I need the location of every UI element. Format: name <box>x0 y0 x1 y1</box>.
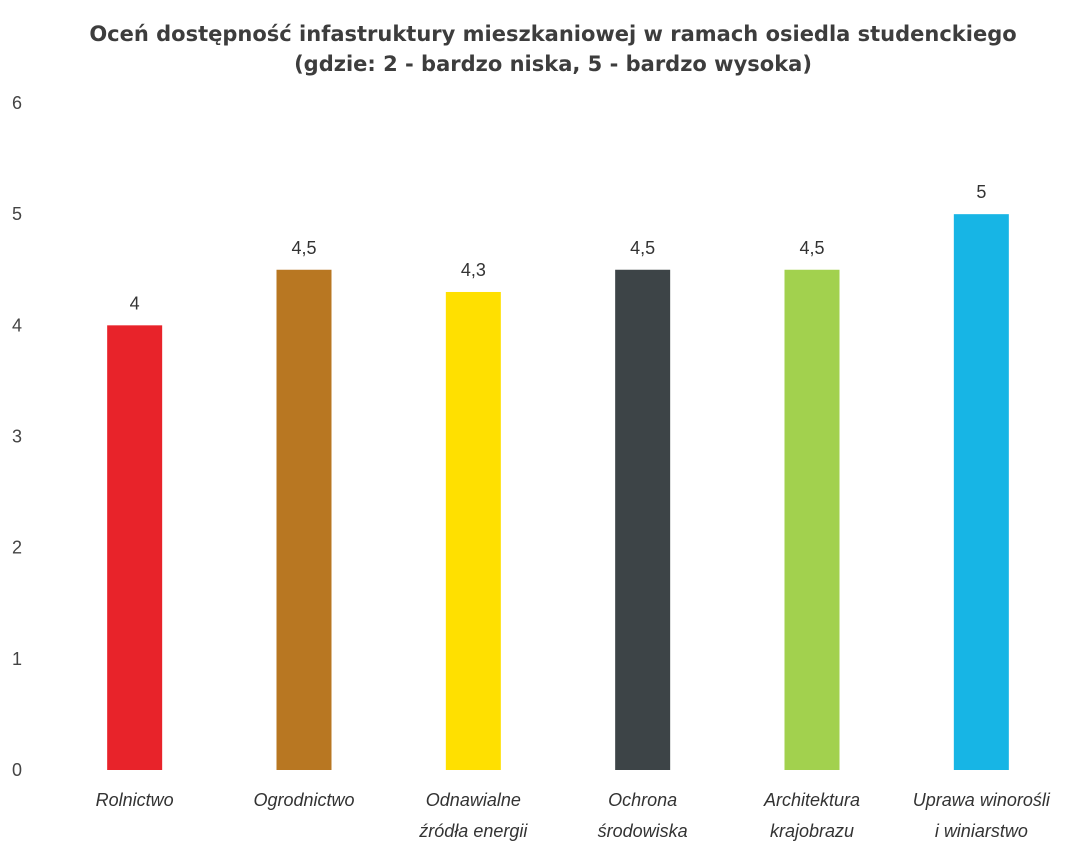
x-axis: Rolnictwo Ogrodnictwo Odnawialne źródła ene… <box>96 790 1051 841</box>
bar <box>953 214 1009 770</box>
y-tick-label: 0 <box>12 760 22 780</box>
x-tick-label: krajobrazu <box>770 821 854 841</box>
x-tick-label: środowiska <box>598 821 688 841</box>
data-label: 4,5 <box>291 238 316 258</box>
data-label: 4,5 <box>799 238 824 258</box>
y-tick-label: 5 <box>12 204 22 224</box>
bar <box>784 269 840 770</box>
x-tick-label: i winiarstwo <box>935 821 1028 841</box>
y-tick-label: 6 <box>12 93 22 113</box>
bar <box>107 325 163 770</box>
data-label: 4 <box>130 293 140 313</box>
x-tick-label: Ochrona <box>608 790 677 810</box>
bar <box>615 269 671 770</box>
x-tick-label: Ogrodnictwo <box>253 790 354 810</box>
bar <box>276 269 332 770</box>
data-label: 4,5 <box>630 238 655 258</box>
x-tick-label: źródła energii <box>418 821 528 841</box>
data-label: 4,3 <box>461 260 486 280</box>
y-tick-label: 3 <box>12 427 22 447</box>
data-labels: 4 4,5 4,3 4,5 4,5 5 <box>130 182 987 313</box>
bar <box>445 291 501 770</box>
y-tick-label: 4 <box>12 315 22 335</box>
chart-title-line-2: (gdzie: 2 - bardzo niska, 5 - bardzo wys… <box>294 52 812 76</box>
x-tick-label: Architektura <box>763 790 860 810</box>
chart-title-line-1: Oceń dostępność infastruktury mieszkanio… <box>89 22 1016 46</box>
y-tick-label: 1 <box>12 649 22 669</box>
bars <box>107 214 1009 770</box>
x-tick-label: Odnawialne <box>426 790 521 810</box>
x-tick-label: Uprawa winorośli <box>913 790 1051 810</box>
y-axis: 0 1 2 3 4 5 6 <box>12 93 22 780</box>
y-tick-label: 2 <box>12 538 22 558</box>
data-label: 5 <box>976 182 986 202</box>
chart-title: Oceń dostępność infastruktury mieszkanio… <box>89 22 1016 76</box>
x-tick-label: Rolnictwo <box>96 790 174 810</box>
